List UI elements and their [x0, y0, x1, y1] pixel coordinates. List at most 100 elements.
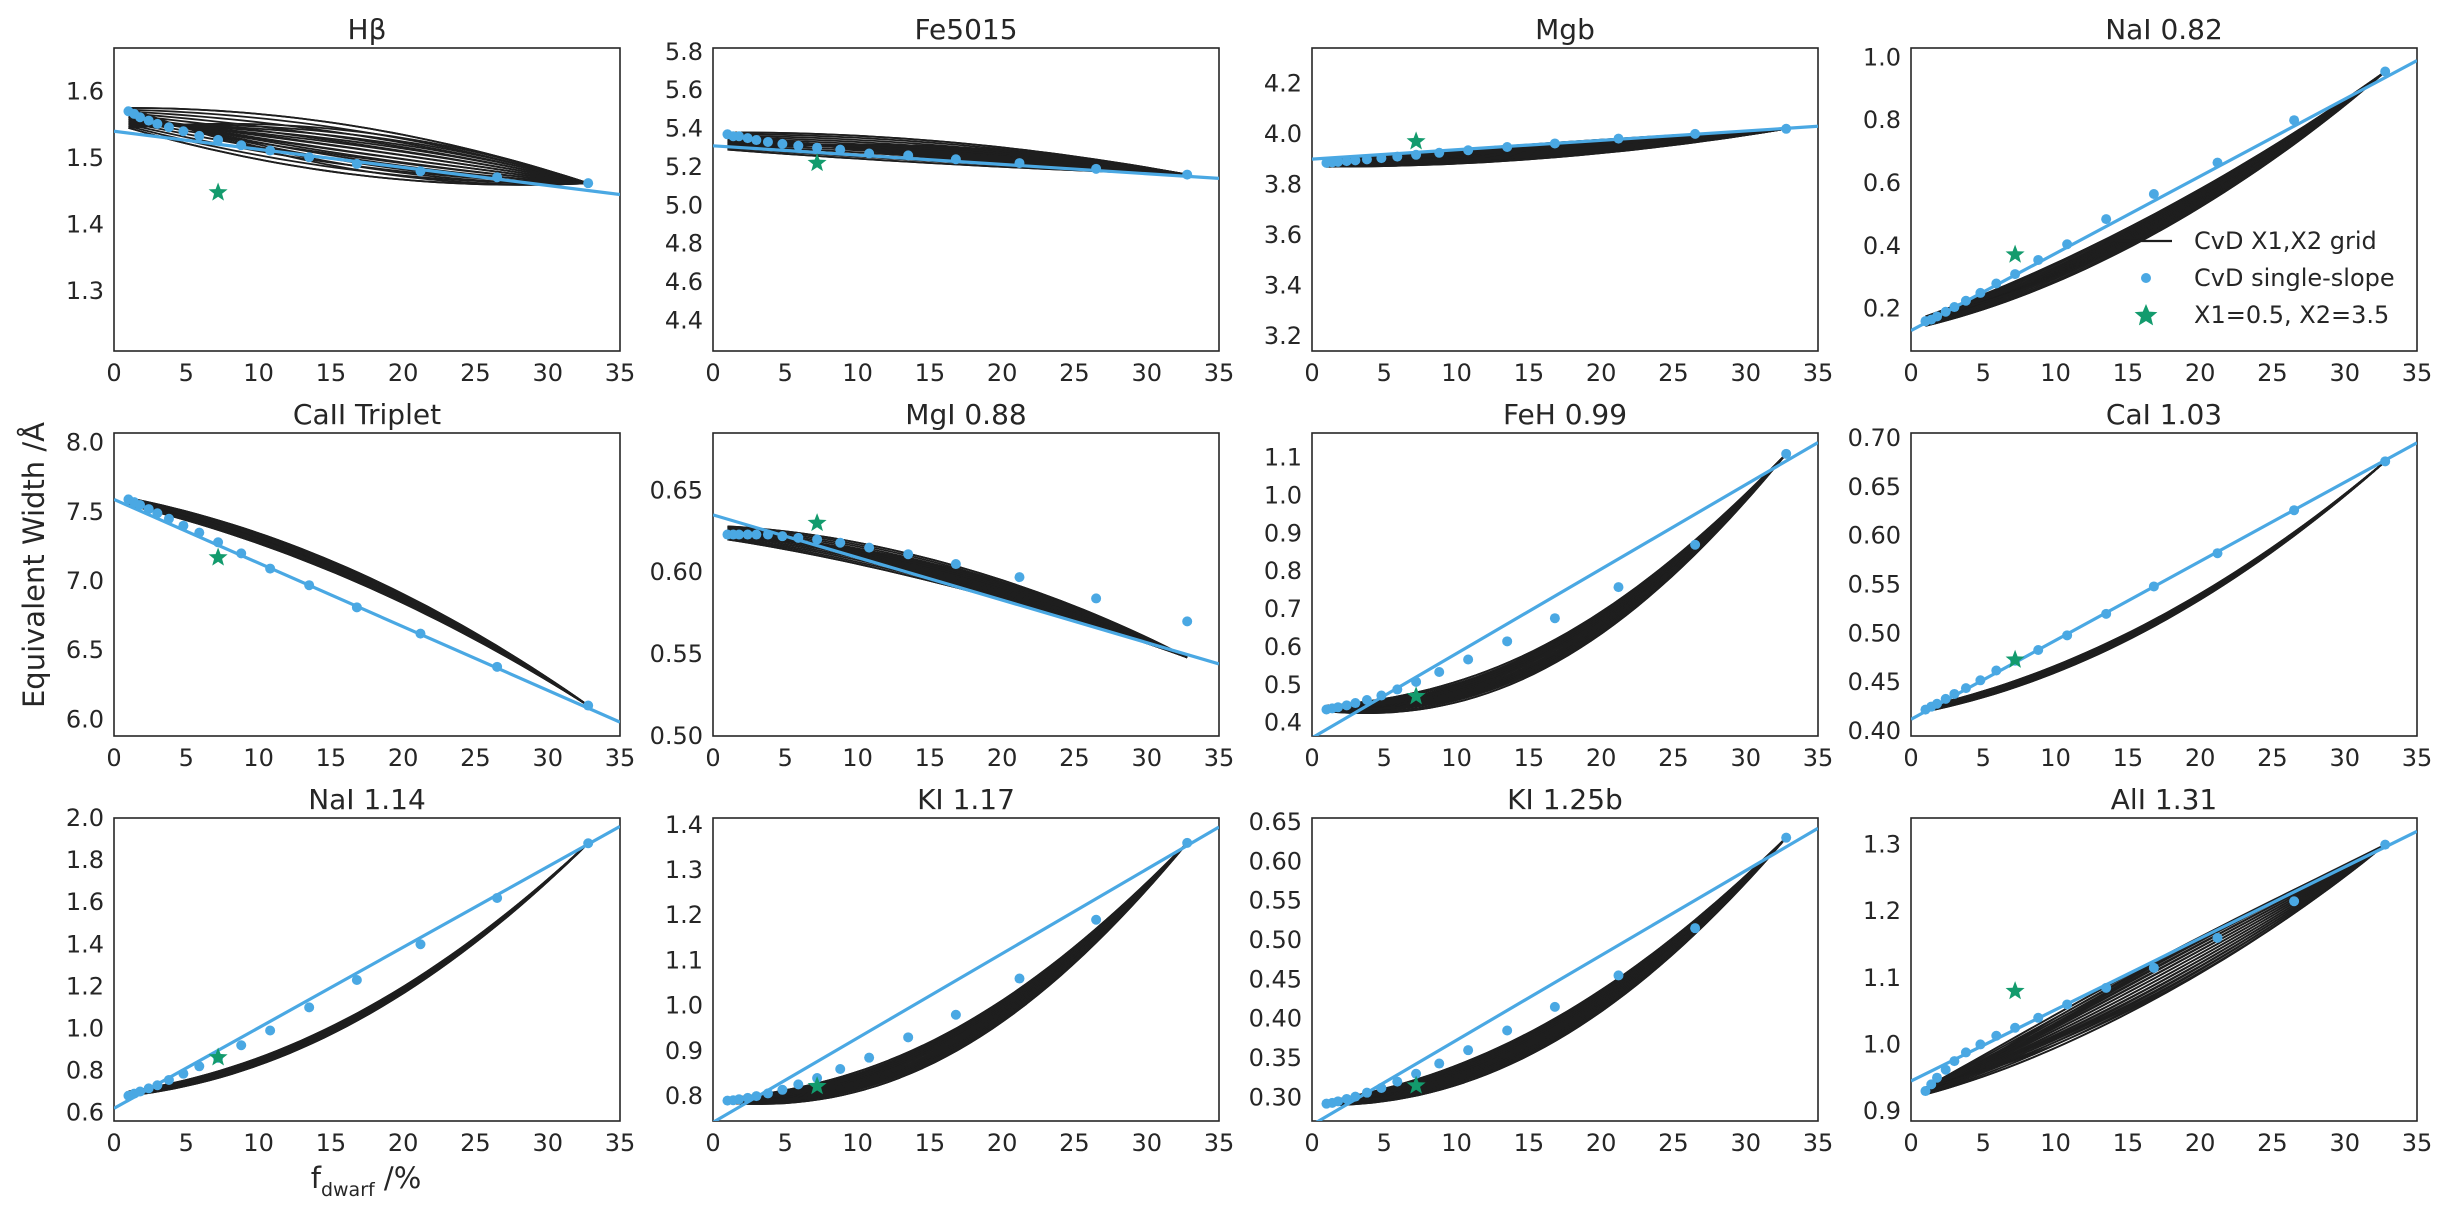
y-tick-label: 1.0 [1863, 1030, 1901, 1058]
grid-curve [727, 842, 1188, 1100]
axes-frame [1311, 47, 1819, 352]
single-slope-point [2212, 157, 2223, 168]
single-slope-point [1690, 128, 1701, 139]
y-tick-label: 3.8 [1264, 170, 1302, 198]
single-slope-point [194, 527, 205, 538]
single-slope-point [265, 145, 276, 156]
x-tick-label: 30 [1131, 359, 1162, 387]
grid-curve [1326, 453, 1787, 711]
x1-x2-star-marker [1406, 686, 1426, 705]
grid-curve [727, 534, 1188, 659]
x-tick-label: 0 [705, 359, 720, 387]
single-slope-fit-line [1911, 441, 2417, 721]
grid-curve [128, 116, 589, 185]
grid-curve [128, 842, 589, 1094]
grid-curve [1326, 453, 1787, 709]
grid-curve [1326, 453, 1787, 712]
single-slope-point [265, 563, 276, 574]
x-tick-label: 0 [705, 744, 720, 772]
y-tick-label: 1.1 [1863, 964, 1901, 992]
panel-title: KI 1.25b [1507, 783, 1623, 816]
grid-curve [727, 842, 1188, 1100]
grid-curve [1326, 837, 1787, 1106]
single-slope-point [1949, 1056, 1960, 1067]
grid-curve [1326, 837, 1787, 1106]
y-tick-label: 0.50 [1848, 619, 1901, 647]
single-slope-point [777, 138, 788, 149]
x-tick-label: 30 [2329, 1129, 2360, 1157]
single-slope-point [1361, 1087, 1372, 1098]
single-slope-point [1182, 169, 1193, 180]
x-tick-label: 0 [705, 1129, 720, 1157]
x-tick-label: 25 [1658, 744, 1689, 772]
plot-area [114, 825, 620, 1110]
x-tick-label: 35 [1803, 359, 1834, 387]
grid-curve [1925, 843, 2386, 1091]
single-slope-point [1781, 123, 1792, 134]
grid-curve [727, 842, 1188, 1101]
single-slope-point [1502, 1025, 1513, 1036]
y-tick-label: 0.70 [1848, 424, 1901, 452]
panel-title: CaII Triplet [293, 398, 441, 431]
grid-curve [1326, 453, 1787, 715]
y-tick-label: 0.9 [1264, 519, 1302, 547]
x-tick-label: 35 [1204, 359, 1235, 387]
grid-curve [727, 842, 1188, 1101]
y-tick-label: 1.3 [665, 856, 703, 884]
x1-x2-star-marker [807, 1076, 827, 1095]
x-tick-label: 35 [2402, 1129, 2433, 1157]
single-slope-point [1392, 684, 1403, 695]
grid-curve [1326, 453, 1787, 715]
panel-0: Hβ 0 5 10 15 20 25 30 35 1.3 1.4 1.5 1.6 [66, 13, 635, 387]
y-tick-label: 0.40 [1249, 1005, 1302, 1033]
legend: CvD X1,X2 grid CvD single-slope X1=0.5, … [2118, 227, 2395, 329]
single-slope-point [163, 1074, 174, 1085]
single-slope-point [1333, 156, 1344, 167]
single-slope-point [1613, 970, 1624, 981]
single-slope-point [135, 499, 146, 510]
x-tick-label: 35 [1204, 1129, 1235, 1157]
single-slope-point [2148, 189, 2159, 200]
axes-frame [1910, 432, 2418, 737]
single-slope-point [1091, 163, 1102, 174]
plot-area [114, 106, 620, 201]
x-tick-label: 30 [532, 744, 563, 772]
x-tick-label: 20 [388, 1129, 419, 1157]
y-tick-label: 0.8 [1863, 106, 1901, 134]
single-slope-point [777, 1084, 788, 1095]
single-slope-point [1411, 676, 1422, 687]
single-slope-point [2062, 999, 2073, 1010]
single-slope-point [1376, 690, 1387, 701]
figure-x-axis-label: fdwarf /% [311, 1161, 422, 1201]
x-tick-label: 35 [605, 1129, 636, 1157]
x-tick-label: 5 [778, 359, 793, 387]
axes-frame [1910, 817, 2418, 1122]
x-tick-label: 15 [316, 744, 347, 772]
panel-title: Hβ [348, 13, 387, 46]
x1-x2-star-marker [2005, 244, 2025, 263]
grid-curve [1326, 453, 1787, 707]
single-slope-point [1411, 149, 1422, 160]
x-tick-label: 30 [2329, 744, 2360, 772]
single-slope-point [950, 154, 961, 165]
grid-curve [1326, 837, 1787, 1105]
panel-10: KI 1.25b 0 5 10 15 20 25 30 35 0.30 0.35 0.40 0.45 0.… [1249, 783, 1834, 1157]
grid-curve [727, 537, 1188, 659]
y-tick-label: 0.45 [1848, 668, 1901, 696]
grid-curve [128, 842, 589, 1093]
cvd-grid [727, 842, 1188, 1105]
x-tick-label: 0 [1304, 744, 1319, 772]
grid-curve [128, 112, 589, 185]
single-slope-point [2101, 608, 2112, 619]
single-slope-point [742, 529, 753, 540]
single-slope-point [864, 1052, 875, 1063]
single-slope-point [236, 1040, 247, 1051]
y-tick-label: 0.65 [1249, 808, 1302, 836]
axes-frame [1311, 817, 1819, 1122]
grid-curve [128, 108, 589, 185]
single-slope-point [143, 115, 154, 126]
x-tick-label: 0 [1903, 744, 1918, 772]
panel-11: AlI 1.31 0 5 10 15 20 25 30 35 0.9 1.0 1.1 1.2 1.3 [1863, 783, 2432, 1157]
plot-area [713, 825, 1219, 1121]
x-tick-label: 10 [842, 1129, 873, 1157]
